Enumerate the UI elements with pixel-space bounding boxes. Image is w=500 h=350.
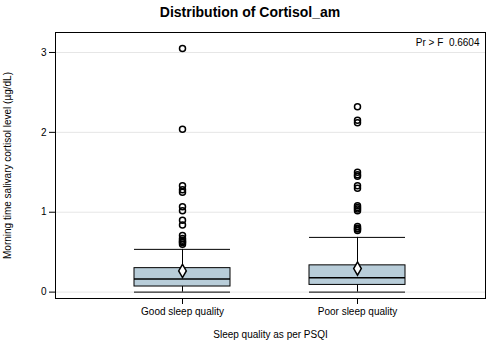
svg-text:0: 0 [41,286,47,297]
svg-text:3: 3 [41,47,47,58]
svg-text:Poor sleep quality: Poor sleep quality [318,306,398,317]
svg-text:1: 1 [41,206,47,217]
svg-text:Pr > F 0.6604: Pr > F 0.6604 [416,37,480,48]
svg-text:Sleep quality as per PSQI: Sleep quality as per PSQI [213,329,328,340]
svg-text:2: 2 [41,127,47,138]
html-text:Distribution of Cortisol_am: Distribution of Cortisol_am [159,4,341,20]
svg-text:Good sleep quality: Good sleep quality [141,306,224,317]
svg-text:Morning time salivary cortisol: Morning time salivary cortisol level (µg… [2,72,13,259]
